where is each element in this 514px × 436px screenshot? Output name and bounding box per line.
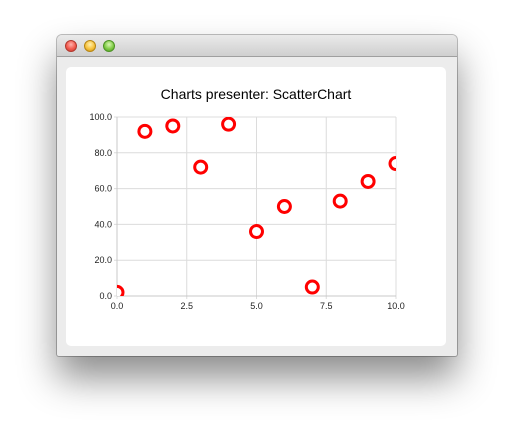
chart-panel: Charts presenter: ScatterChart 0.0 2.5 5.0… (66, 67, 446, 346)
title-bar[interactable] (57, 35, 457, 57)
scatter-point (165, 118, 181, 134)
x-tick-label: 10.0 (387, 301, 405, 311)
x-tick-label: 2.5 (180, 301, 193, 311)
scatter-point (388, 156, 396, 172)
scatter-point (249, 224, 264, 240)
scatter-point (137, 123, 153, 139)
scatter-point (221, 117, 237, 132)
x-tick-label: 0.0 (111, 301, 124, 311)
minimize-window-button[interactable] (84, 40, 96, 52)
chart-title: Charts presenter: ScatterChart (160, 86, 352, 102)
scatter-point (276, 199, 292, 214)
scatter-chart: 0.0 2.5 5.0 7.5 10.0 0.0 20.0 40.0 60.0 80.0 100.0 (89, 112, 405, 311)
y-tick-label: 40.0 (94, 219, 112, 229)
x-tick-label: 5.0 (250, 301, 263, 311)
y-tick-label: 80.0 (94, 148, 112, 158)
y-tick-label: 0.0 (99, 291, 112, 301)
x-tick-label: 7.5 (320, 301, 333, 311)
scatter-point (304, 279, 320, 295)
y-tick-label: 60.0 (94, 184, 112, 194)
scatter-point (332, 193, 348, 209)
zoom-window-button[interactable] (103, 40, 115, 52)
close-window-button[interactable] (65, 40, 77, 52)
scatter-point (360, 173, 376, 189)
y-tick-label: 20.0 (94, 255, 112, 265)
scatter-point (117, 284, 125, 296)
scatter-series (117, 117, 396, 296)
scatter-point (193, 159, 209, 175)
y-tick-label: 100.0 (89, 112, 112, 122)
app-window: Charts presenter: ScatterChart 0.0 2.5 5.0… (57, 35, 457, 356)
